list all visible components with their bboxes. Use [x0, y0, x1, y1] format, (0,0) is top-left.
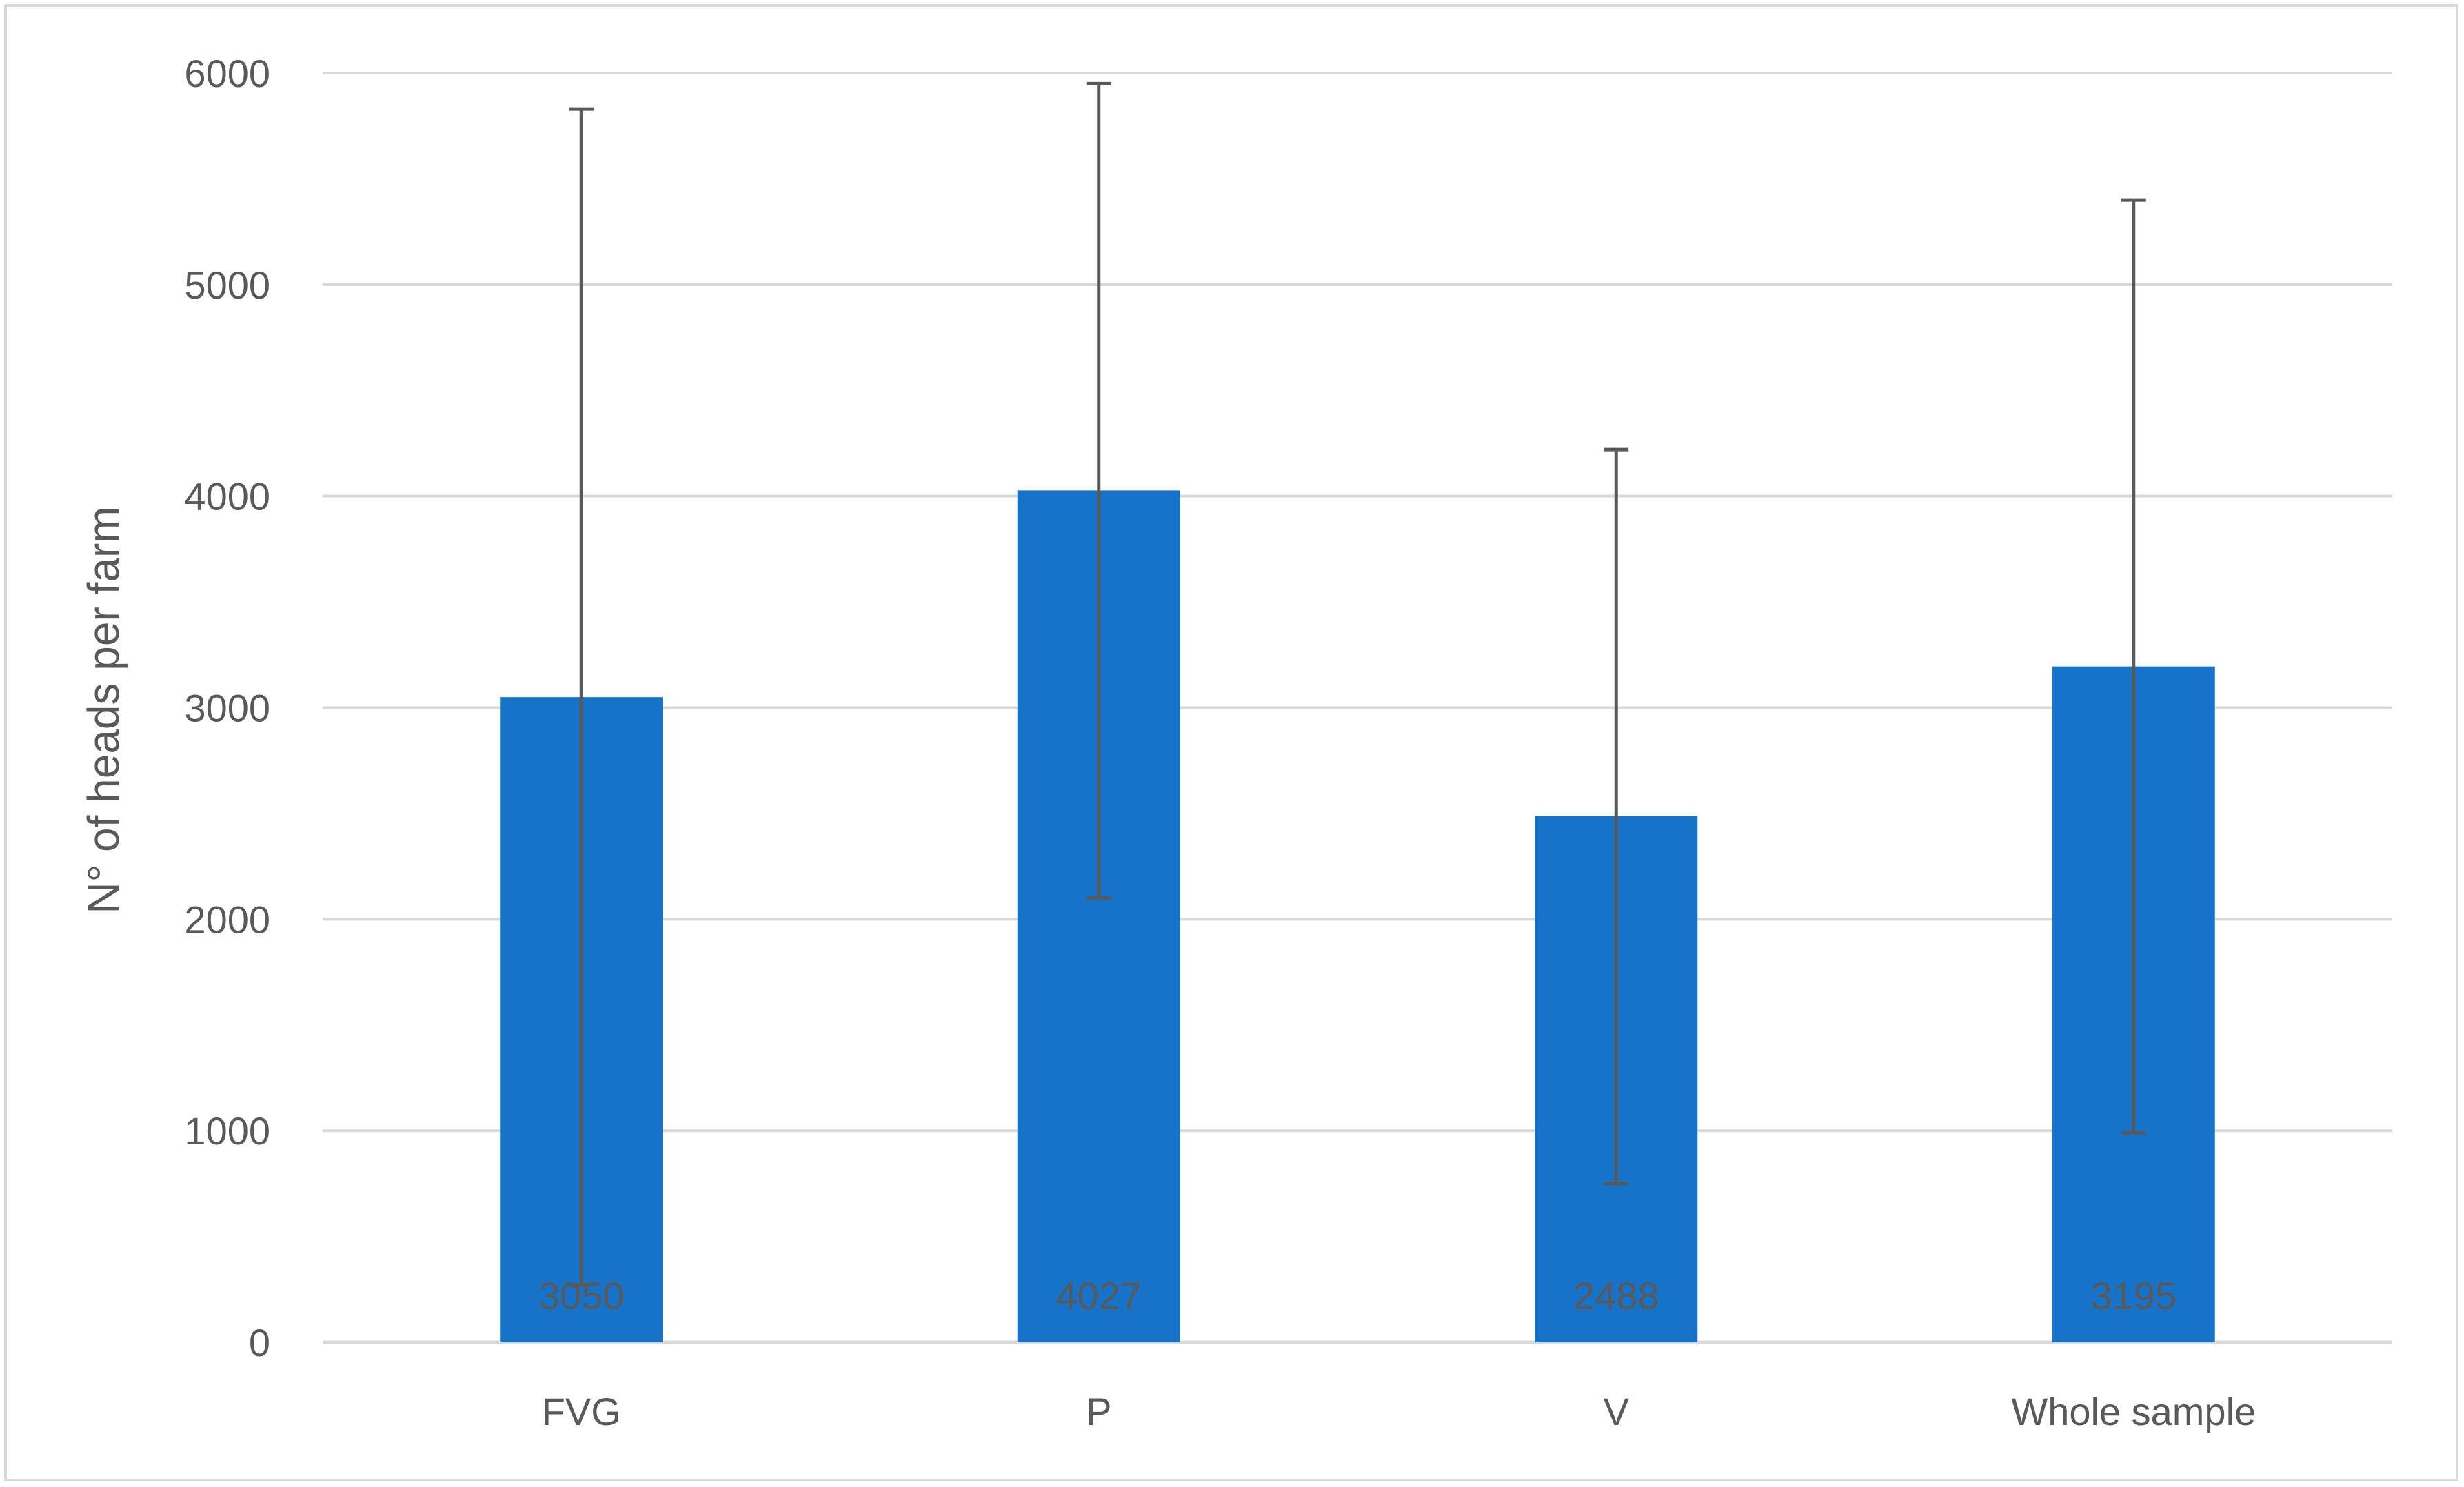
chart-area [4, 4, 2458, 1481]
y-tick-label: 4000 [184, 475, 270, 518]
y-tick-label: 0 [249, 1321, 270, 1364]
data-label: 3050 [538, 1274, 625, 1317]
y-tick-labels: 0 1000 2000 3000 4000 5000 6000 [184, 52, 270, 1364]
data-label: 3195 [2090, 1274, 2177, 1317]
x-tick-label: FVG [542, 1390, 621, 1433]
data-label: 2488 [1573, 1274, 1659, 1317]
y-tick-label: 6000 [184, 52, 270, 95]
y-tick-label: 1000 [184, 1109, 270, 1153]
x-tick-label: P [1086, 1390, 1111, 1433]
bars [500, 490, 2215, 1343]
x-tick-label: V [1604, 1390, 1630, 1433]
x-tick-label: Whole sample [2011, 1390, 2256, 1433]
data-labels: 3050 4027 2488 3195 [538, 1274, 2177, 1317]
x-tick-labels: FVG P V Whole sample [542, 1390, 2256, 1433]
error-bars [569, 81, 2146, 1287]
y-axis-title: N° of heads per farm [79, 506, 128, 913]
data-label: 4027 [1056, 1274, 1142, 1317]
y-tick-label: 5000 [184, 263, 270, 307]
y-tick-label: 2000 [184, 898, 270, 941]
y-tick-label: 3000 [184, 687, 270, 730]
gridlines [323, 72, 2392, 1344]
